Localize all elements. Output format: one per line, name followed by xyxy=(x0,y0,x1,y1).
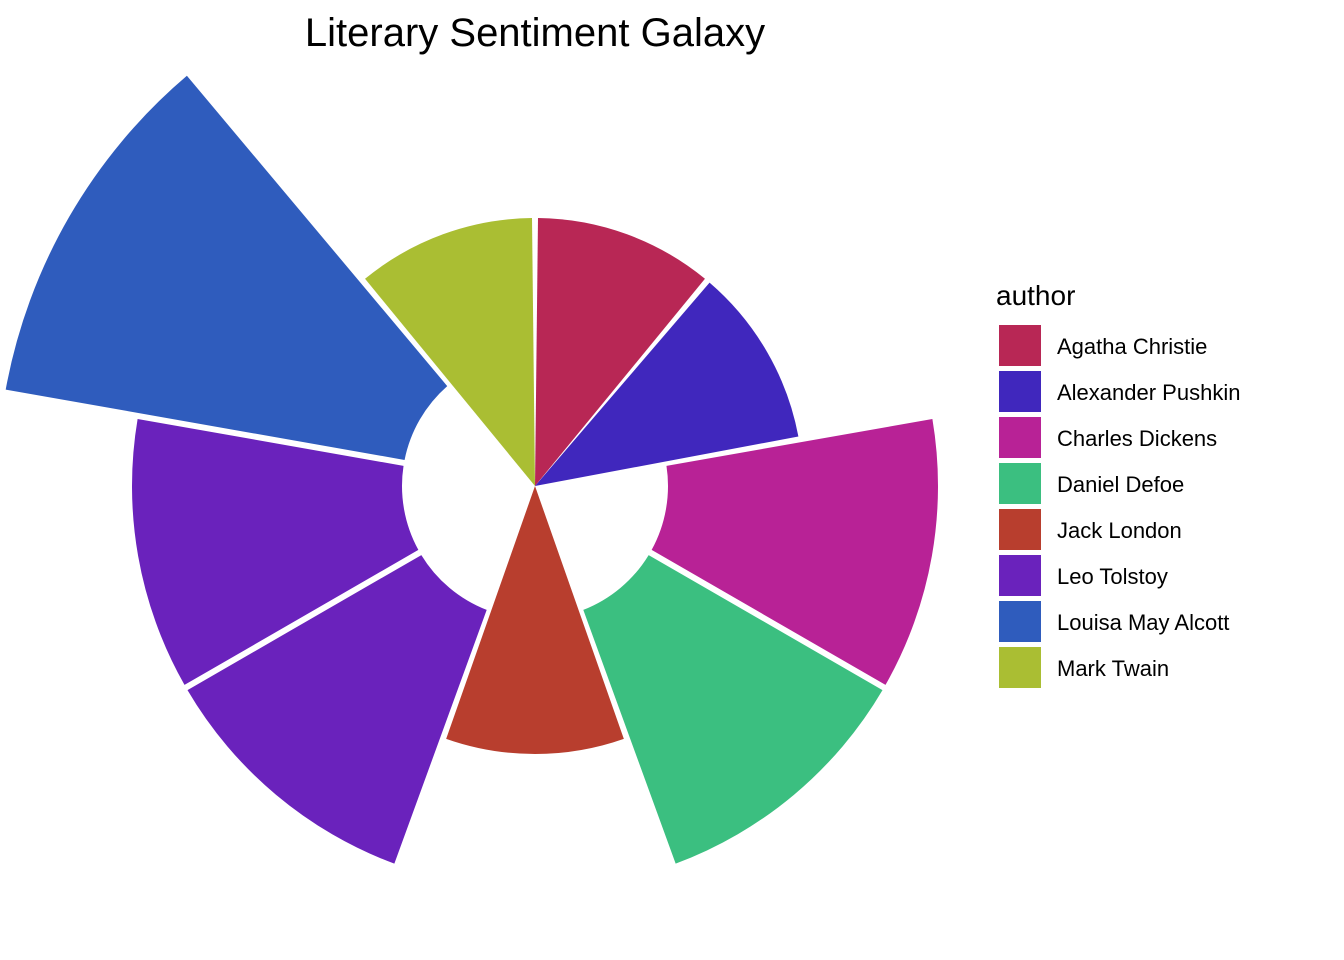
legend-swatch xyxy=(999,555,1041,596)
legend-label: Jack London xyxy=(1057,518,1182,543)
legend-swatch xyxy=(999,463,1041,504)
bar-daniel-defoe xyxy=(583,555,883,864)
bar-mark-twain xyxy=(365,218,535,486)
legend-item: Louisa May Alcott xyxy=(999,601,1229,642)
legend-label: Leo Tolstoy xyxy=(1057,564,1168,589)
legend-label: Louisa May Alcott xyxy=(1057,610,1229,635)
legend-label: Daniel Defoe xyxy=(1057,472,1184,497)
legend-swatch xyxy=(999,417,1041,458)
chart-title: Literary Sentiment Galaxy xyxy=(305,11,765,55)
bar-agatha-christie xyxy=(535,218,705,486)
legend-label: Charles Dickens xyxy=(1057,426,1217,451)
legend-item: Daniel Defoe xyxy=(999,463,1184,504)
legend-swatch xyxy=(999,509,1041,550)
legend-swatch xyxy=(999,601,1041,642)
bar-leo-tolstoy xyxy=(187,555,487,864)
legend-label: Agatha Christie xyxy=(1057,334,1207,359)
legend-swatch xyxy=(999,371,1041,412)
legend-item: Charles Dickens xyxy=(999,417,1217,458)
legend-label: Alexander Pushkin xyxy=(1057,380,1240,405)
bar-louisa-may-alcott xyxy=(5,75,448,460)
legend-title: author xyxy=(996,280,1075,311)
bar-jack-london xyxy=(446,486,624,755)
legend-swatch xyxy=(999,647,1041,688)
legend-item: Mark Twain xyxy=(999,647,1169,688)
legend-item: Alexander Pushkin xyxy=(999,371,1240,412)
legend-item: Leo Tolstoy xyxy=(999,555,1168,596)
bar-alexander-pushkin xyxy=(535,282,799,486)
legend-item: Agatha Christie xyxy=(999,325,1207,366)
radial-bars xyxy=(5,75,939,864)
legend-item: Jack London xyxy=(999,509,1182,550)
bar-charles-dickens xyxy=(651,418,939,685)
legend: author Agatha Christie Alexander Pushkin C… xyxy=(996,280,1240,688)
legend-label: Mark Twain xyxy=(1057,656,1169,681)
legend-swatch xyxy=(999,325,1041,366)
bar-leo-tolstoy xyxy=(131,418,419,685)
